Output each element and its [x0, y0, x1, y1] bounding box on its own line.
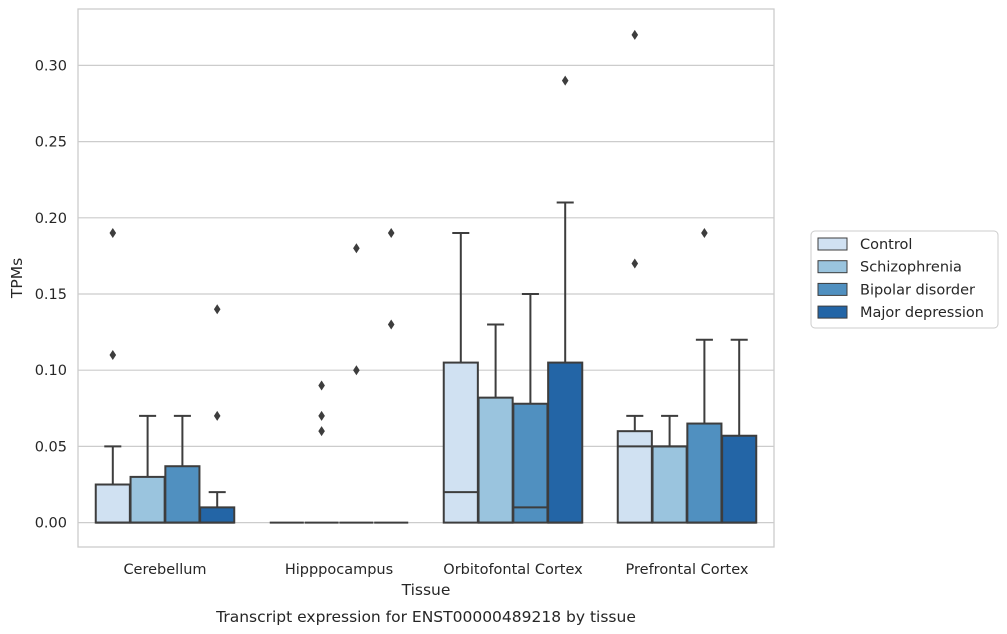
box-group	[94, 228, 131, 524]
outlier-point	[318, 426, 325, 437]
box	[442, 361, 479, 524]
box-group	[199, 304, 236, 524]
box	[651, 445, 688, 524]
box-group	[477, 323, 514, 524]
box	[512, 402, 549, 524]
figure-caption: Transcript expression for ENST0000048921…	[215, 608, 636, 626]
outlier-point	[318, 380, 325, 391]
box-group	[512, 293, 549, 524]
y-axis-title: TPMs	[8, 258, 26, 299]
box-group	[547, 75, 584, 524]
outlier-point	[213, 410, 221, 421]
outlier-point	[353, 365, 360, 376]
box	[721, 434, 758, 524]
legend: Control Schizophrenia Bipolar disorder Majo…	[810, 230, 999, 329]
outlier-point	[561, 75, 569, 86]
box-group	[616, 29, 653, 524]
x-axis-title: Tissue	[401, 581, 451, 599]
y-tick-labels: 0.00 0.05 0.10 0.15 0.20 0.25 0.30	[35, 58, 67, 531]
y-tick-label: 0.30	[35, 58, 67, 74]
legend-label: Schizophrenia	[860, 260, 962, 276]
box-group	[129, 414, 166, 524]
box	[94, 483, 131, 524]
outlier-point	[387, 228, 395, 239]
legend-label: Major depression	[860, 305, 984, 321]
box	[477, 396, 514, 524]
legend-swatch	[817, 260, 848, 274]
legend-swatch	[817, 282, 848, 296]
y-tick-label: 0.20	[35, 211, 67, 227]
x-tick-label: Hipppocampus	[285, 562, 393, 578]
box	[164, 465, 201, 524]
y-tick-label: 0.05	[35, 439, 67, 455]
outlier-point	[631, 29, 639, 40]
box-group	[374, 228, 409, 524]
legend-label: Bipolar disorder	[860, 282, 975, 298]
outlier-point	[353, 243, 360, 254]
outlier-point	[318, 410, 325, 421]
outlier-point	[701, 228, 708, 239]
x-tick-labels: Cerebellum Hipppocampus Orbitofontal Corte…	[123, 562, 748, 578]
x-tick-label: Cerebellum	[123, 562, 206, 578]
legend-swatch	[817, 237, 848, 251]
box	[686, 422, 723, 524]
box	[547, 361, 584, 524]
box-group	[721, 338, 758, 524]
box-group	[442, 232, 479, 524]
outlier-point	[109, 228, 117, 239]
box-group	[339, 243, 374, 524]
outlier-point	[213, 304, 221, 315]
outlier-point	[631, 258, 639, 269]
y-tick-label: 0.00	[35, 516, 67, 532]
box-group	[164, 414, 201, 524]
x-tick-label: Prefrontal Cortex	[626, 562, 749, 578]
y-tick-label: 0.25	[35, 135, 67, 151]
box-group	[304, 380, 339, 524]
y-tick-label: 0.15	[35, 287, 67, 303]
legend-frame	[810, 230, 999, 329]
box-plots	[94, 29, 758, 524]
outlier-point	[109, 349, 117, 360]
legend-swatch	[817, 305, 848, 319]
box	[199, 506, 236, 524]
legend-label: Control	[860, 237, 912, 253]
box	[129, 475, 166, 524]
outlier-point	[387, 319, 395, 330]
y-tick-label: 0.10	[35, 363, 67, 379]
x-tick-label: Orbitofontal Cortex	[443, 562, 583, 578]
plot-frame	[77, 8, 775, 548]
box	[616, 430, 653, 524]
